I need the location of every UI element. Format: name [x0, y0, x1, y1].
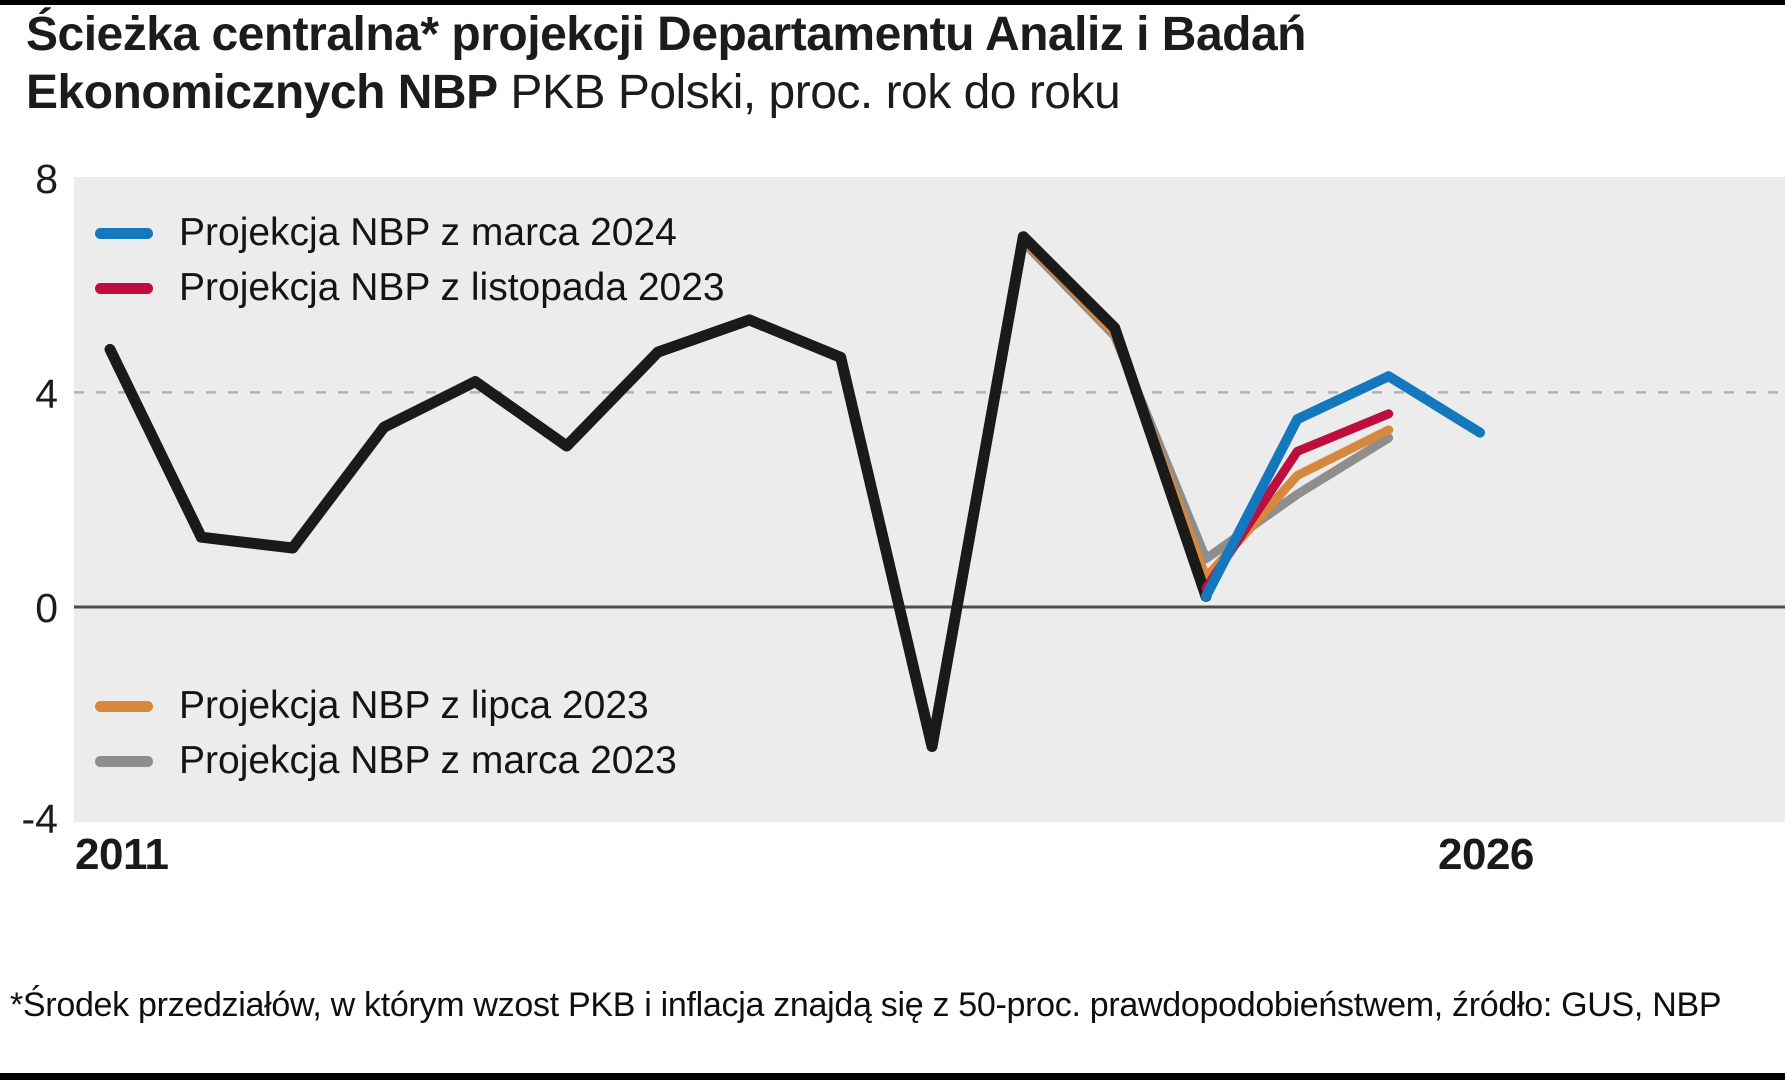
bottom-border	[0, 1073, 1785, 1080]
top-border	[0, 0, 1785, 5]
chart-subtitle: PKB Polski, proc. rok do roku	[497, 66, 1121, 119]
legend-swatch-gray	[95, 755, 153, 767]
legend-item-lipiec-2023: Projekcja NBP z lipca 2023	[95, 683, 649, 729]
y-axis-label-minus4: -4	[21, 796, 58, 842]
legend-item-marzec-2023: Projekcja NBP z marca 2023	[95, 738, 677, 784]
legend-label: Projekcja NBP z lipca 2023	[179, 684, 649, 727]
y-axis-label-4: 4	[35, 371, 58, 417]
footnote: *Środek przedziałów, w którym wzost PKB …	[10, 986, 1722, 1024]
legend-label: Projekcja NBP z marca 2023	[179, 739, 677, 782]
legend-swatch-orange	[95, 700, 153, 712]
x-axis-label-2011: 2011	[75, 830, 169, 879]
y-axis-label-0: 0	[35, 585, 58, 631]
legend-item-listopad-2023: Projekcja NBP z listopada 2023	[95, 265, 725, 311]
y-axis-label-8: 8	[35, 156, 58, 202]
legend-label: Projekcja NBP z listopada 2023	[179, 266, 725, 309]
chart-title: Ścieżka centralna* projekcji Departament…	[26, 6, 1616, 122]
legend-swatch-blue	[95, 227, 153, 239]
chart-title-main: Ścieżka centralna* projekcji Departament…	[26, 8, 1307, 119]
x-axis-label-2026: 2026	[1438, 830, 1534, 879]
legend-item-marzec-2024: Projekcja NBP z marca 2024	[95, 210, 677, 256]
legend-label: Projekcja NBP z marca 2024	[179, 211, 677, 254]
legend-swatch-red	[95, 282, 153, 294]
